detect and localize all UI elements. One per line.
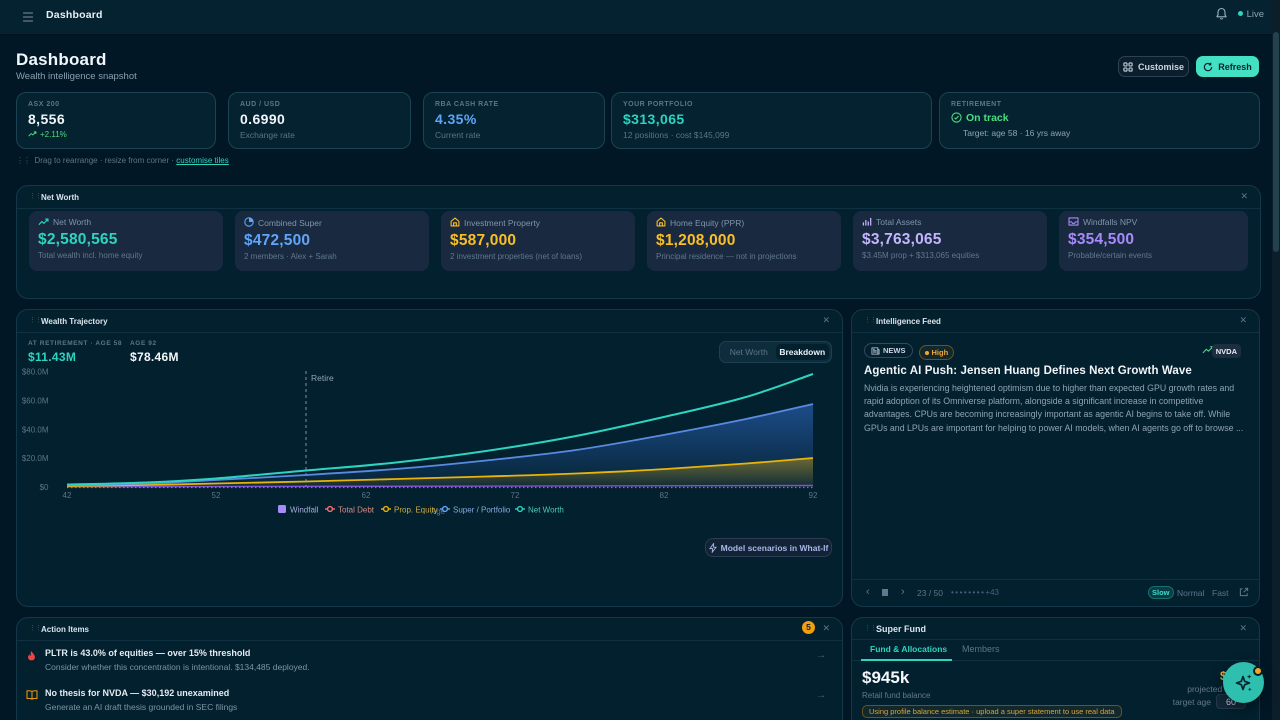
- svg-text:Retire: Retire: [311, 373, 334, 383]
- svg-text:62: 62: [362, 491, 371, 500]
- svg-text:42: 42: [63, 491, 72, 500]
- svg-text:$40.0M: $40.0M: [22, 425, 49, 434]
- svg-text:Super / Portfolio: Super / Portfolio: [453, 506, 511, 515]
- svg-text:Windfall: Windfall: [290, 506, 319, 515]
- svg-text:$0: $0: [40, 483, 49, 492]
- svg-text:92: 92: [809, 491, 818, 500]
- svg-text:$80.0M: $80.0M: [22, 368, 49, 377]
- svg-text:Total Debt: Total Debt: [338, 506, 375, 515]
- svg-text:$20.0M: $20.0M: [22, 454, 49, 463]
- svg-text:Age: Age: [431, 507, 446, 516]
- svg-text:Prop. Equity: Prop. Equity: [394, 506, 438, 515]
- svg-text:$60.0M: $60.0M: [22, 396, 49, 405]
- svg-text:52: 52: [212, 491, 221, 500]
- svg-text:72: 72: [511, 491, 520, 500]
- svg-text:82: 82: [660, 491, 669, 500]
- svg-text:Net Worth: Net Worth: [528, 506, 564, 515]
